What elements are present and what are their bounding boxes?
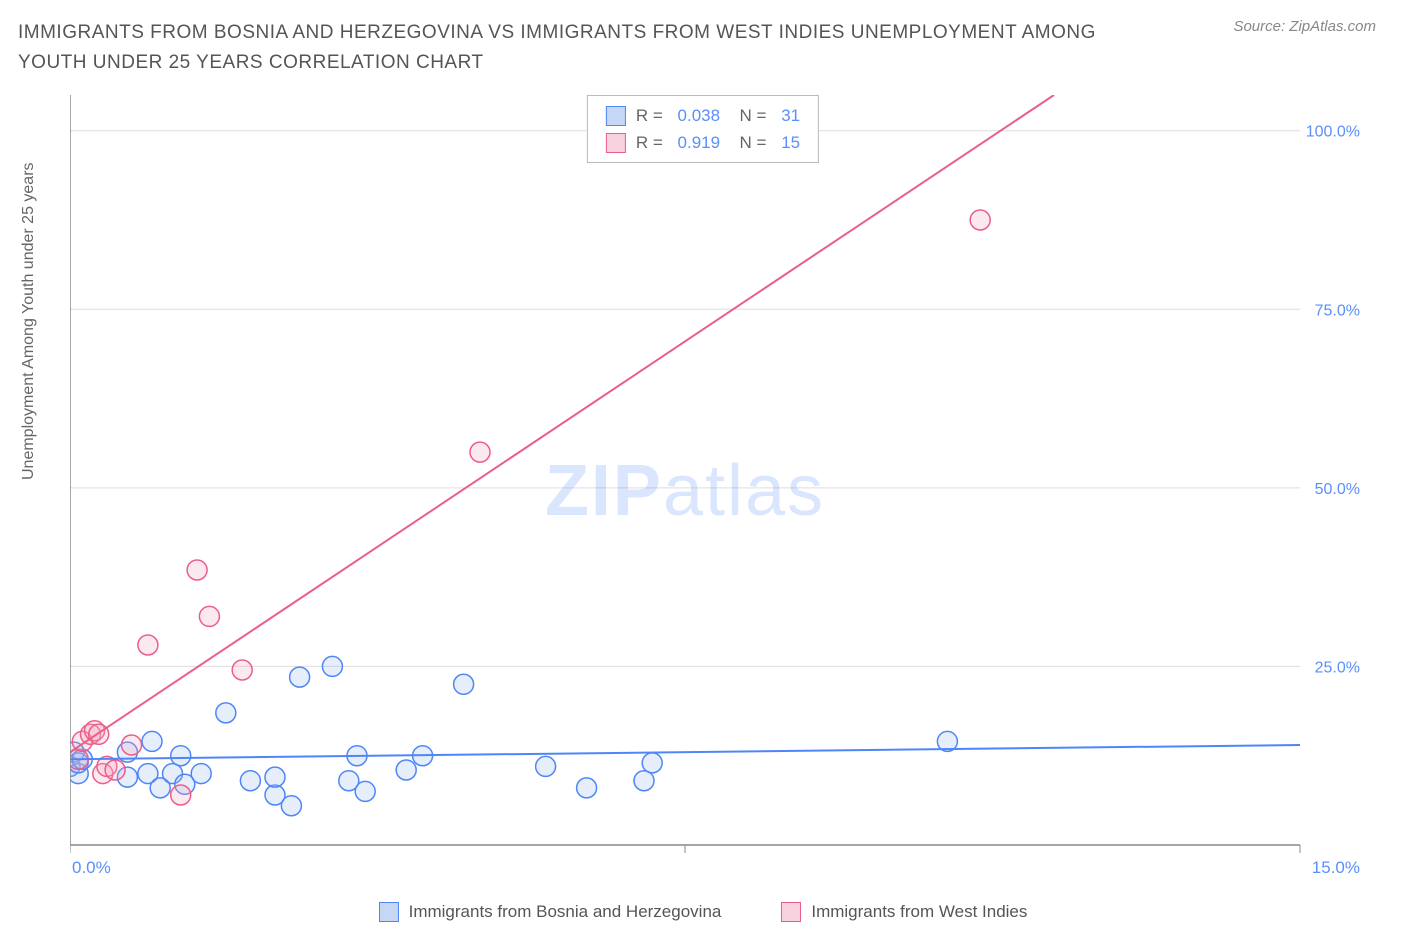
svg-text:75.0%: 75.0% (1315, 302, 1360, 319)
legend-n-value: 31 (781, 102, 800, 129)
svg-text:100.0%: 100.0% (1306, 124, 1360, 141)
source-label: Source: ZipAtlas.com (1233, 18, 1376, 35)
legend-item-west-indies: Immigrants from West Indies (781, 902, 1027, 922)
legend-row: R = 0.038 N = 31 (606, 102, 800, 129)
legend-item-bosnia: Immigrants from Bosnia and Herzegovina (379, 902, 722, 922)
svg-text:50.0%: 50.0% (1315, 481, 1360, 498)
gridlines (70, 131, 1300, 667)
legend-r-value: 0.919 (678, 129, 721, 156)
y-axis-label: Unemployment Among Youth under 25 years (20, 162, 38, 480)
legend-r-value: 0.038 (678, 102, 721, 129)
svg-text:15.0%: 15.0% (1312, 858, 1360, 875)
legend-n-value: 15 (781, 129, 800, 156)
legend-text: R = (636, 102, 668, 129)
chart-svg: ZIPatlas 0.0% 15.0% 25.0% 50.0% 75.0% 100.0% (70, 95, 1370, 875)
legend-label: Immigrants from Bosnia and Herzegovina (409, 902, 722, 922)
watermark: ZIPatlas (545, 451, 825, 531)
legend-label: Immigrants from West Indies (811, 902, 1027, 922)
svg-text:0.0%: 0.0% (72, 858, 111, 875)
legend-text: N = (730, 129, 771, 156)
legend-row: R = 0.919 N = 15 (606, 129, 800, 156)
legend-swatch-pink (781, 902, 801, 922)
legend-series: Immigrants from Bosnia and Herzegovina I… (0, 902, 1406, 922)
legend-swatch-blue (379, 902, 399, 922)
legend-correlation-box: R = 0.038 N = 31 R = 0.919 N = 15 (587, 95, 819, 163)
legend-text: R = (636, 129, 668, 156)
legend-swatch-pink (606, 133, 626, 153)
svg-text:25.0%: 25.0% (1315, 659, 1360, 676)
chart-plot-area: ZIPatlas 0.0% 15.0% 25.0% 50.0% 75.0% 100.0% (70, 95, 1370, 875)
legend-text: N = (730, 102, 771, 129)
y-tick-labels: 25.0% 50.0% 75.0% 100.0% (1306, 124, 1360, 677)
chart-title: IMMIGRANTS FROM BOSNIA AND HERZEGOVINA V… (18, 18, 1118, 79)
title-row: IMMIGRANTS FROM BOSNIA AND HERZEGOVINA V… (18, 18, 1376, 79)
legend-swatch-blue (606, 106, 626, 126)
